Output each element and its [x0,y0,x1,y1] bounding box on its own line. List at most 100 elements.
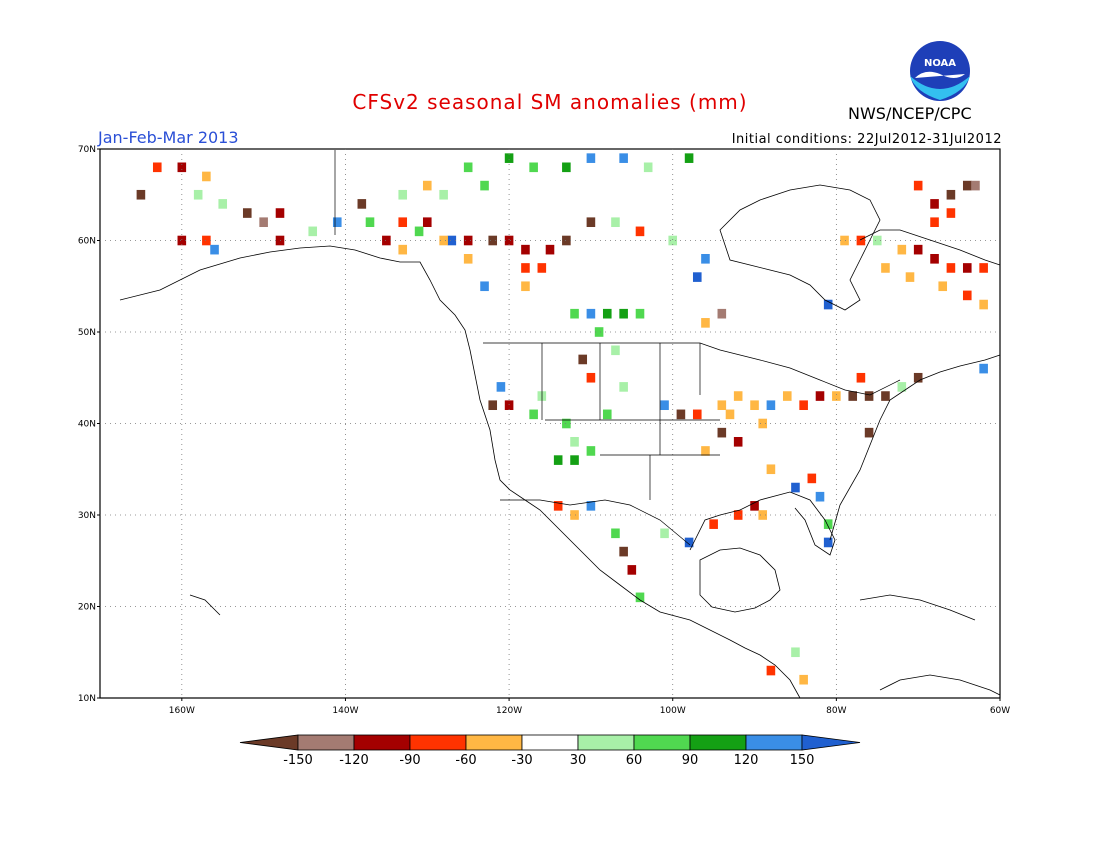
anomaly-cell [799,400,808,411]
anomaly-cell [275,208,285,218]
anomaly-cell [570,308,579,319]
anomaly-cell [488,235,498,246]
lon-tick-label: 100W [660,706,686,716]
logo-text: NOAA [924,58,956,69]
anomaly-cell [545,244,555,255]
anomaly-cell [586,372,596,383]
anomaly-cell [480,180,489,191]
anomaly-cell [218,199,228,209]
anomaly-cell [136,189,146,200]
anomaly-cell [799,674,808,685]
anomaly-cell [553,501,563,511]
anomaly-cell [537,263,547,273]
anomaly-cell [611,528,620,539]
anomaly-cell [619,308,628,319]
colorbar-label: -30 [511,753,532,768]
colorbar-arrow-left [239,734,299,751]
anomaly-cell [635,592,645,603]
anomaly-cell [660,528,669,539]
anomaly-cell [365,217,375,228]
anomaly-cell [913,180,923,191]
anomaly-cell [496,382,506,392]
anomaly-cell [962,180,972,191]
anomaly-cell [602,308,612,319]
anomaly-cell [913,244,923,255]
anomaly-cell [242,208,252,218]
anomaly-cell [676,409,686,420]
anomaly-cell [627,565,637,575]
anomaly-cell [709,519,718,529]
colorbar-label: -150 [283,753,313,768]
colorbar-arrow-right [801,734,861,751]
anomaly-cell [177,235,187,246]
anomaly-cell [611,345,620,356]
lon-tick-label: 60W [990,706,1010,716]
anomaly-cell [586,446,596,456]
anomaly-cell [856,372,866,383]
anomaly-cell [684,153,694,163]
lat-tick-label: 20N [78,603,96,613]
anomaly-cell [619,546,628,557]
colorbar-swatch [353,734,411,751]
lon-tick-label: 80W [826,706,846,716]
anomaly-cell [733,391,743,401]
anomaly-cell [962,263,972,273]
lon-tick-label: 120W [496,706,522,716]
anomaly-cell [439,189,448,200]
colorbar-label: 120 [734,753,759,768]
anomaly-cell [938,281,948,292]
anomaly-cell [881,391,890,401]
anomaly-cell [202,235,211,246]
anomaly-cell [946,189,956,200]
anomaly-cell [946,263,956,273]
colorbar-label: 60 [626,753,643,768]
anomaly-cell [864,391,874,401]
colorbar-label: -90 [399,753,420,768]
anomaly-cell [594,327,604,337]
forecast-period: Jan-Feb-Mar 2013 [98,128,239,147]
anomaly-cell [463,162,473,173]
anomaly-cell [562,162,571,173]
colorbar-swatch [633,734,691,751]
anomaly-cell [611,217,620,228]
anomaly-cell [447,235,457,246]
anomaly-cell [521,244,530,255]
map-title: CFSv2 seasonal SM anomalies (mm) [352,90,748,114]
anomaly-cell [897,382,907,392]
anomaly-cell [602,409,612,420]
anomaly-cell [422,180,432,191]
anomaly-cell [488,400,498,411]
anomaly-cell [398,217,408,228]
anomaly-cell [930,217,939,228]
anomaly-cell [570,510,579,520]
anomaly-cell [202,171,211,182]
anomaly-cell [439,235,448,246]
anomaly-cell [668,235,678,246]
lon-tick-label: 140W [332,706,358,716]
anomaly-cell [332,217,342,228]
anomaly-cell [382,235,391,246]
lat-tick-label: 30N [78,511,96,521]
anomaly-cell [717,427,727,438]
anomaly-cell [750,400,759,411]
anomaly-cell [414,226,424,237]
anomaly-cell [586,501,596,511]
anomaly-cell [782,391,792,401]
colorbar-swatch [577,734,635,751]
colorbar-label: 90 [682,753,699,768]
anomaly-cell [733,510,743,520]
anomaly-cell [635,308,645,319]
anomaly-cell [717,308,727,319]
anomaly-cell [750,501,759,511]
anomaly-cell [177,162,187,173]
lat-tick-label: 40N [78,420,96,430]
anomaly-cell [398,189,408,200]
anomaly-cell [930,199,939,209]
anomaly-cell [725,409,735,420]
anomaly-cell [692,409,702,420]
graticule [100,149,1000,698]
agency-label: NWS/NCEP/CPC [848,104,972,123]
anomaly-cell [766,464,776,475]
anomaly-cell [766,665,776,676]
